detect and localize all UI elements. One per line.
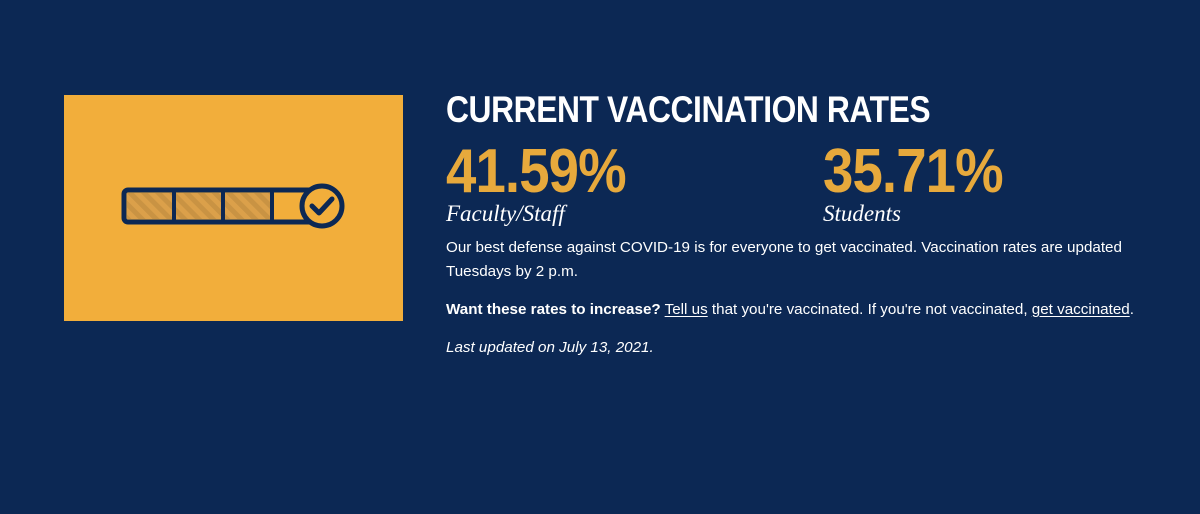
stat-label: Faculty/Staff: [446, 201, 565, 226]
stat-label: Students: [823, 201, 901, 226]
section-heading: CURRENT VACCINATION RATES: [446, 89, 931, 130]
cta-end-text: .: [1129, 301, 1134, 318]
stat-value: 41.59%: [446, 137, 627, 206]
last-updated-text: Last updated on July 13, 2021.: [446, 339, 654, 356]
vaccination-rates-panel: CURRENT VACCINATION RATES 41.59% Faculty…: [446, 90, 1166, 360]
call-to-action-paragraph: Want these rates to increase? Tell us th…: [446, 298, 1166, 322]
get-vaccinated-link[interactable]: get vaccinated: [1031, 301, 1130, 318]
stat-value: 35.71%: [823, 137, 1004, 206]
progress-bar-check-icon: [121, 183, 345, 229]
stats-row: 41.59% Faculty/Staff 35.71% Students: [446, 137, 1166, 235]
tell-us-link[interactable]: Tell us: [664, 301, 708, 318]
stat-students: 35.71% Students: [823, 137, 1027, 227]
stat-faculty-staff: 41.59% Faculty/Staff: [446, 137, 650, 227]
vaccination-illustration: [64, 95, 403, 321]
cta-question: Want these rates to increase?: [446, 301, 661, 318]
defense-paragraph: Our best defense against COVID-19 is for…: [446, 239, 1122, 280]
cta-middle-text: that you're vaccinated. If you're not va…: [707, 301, 1032, 318]
